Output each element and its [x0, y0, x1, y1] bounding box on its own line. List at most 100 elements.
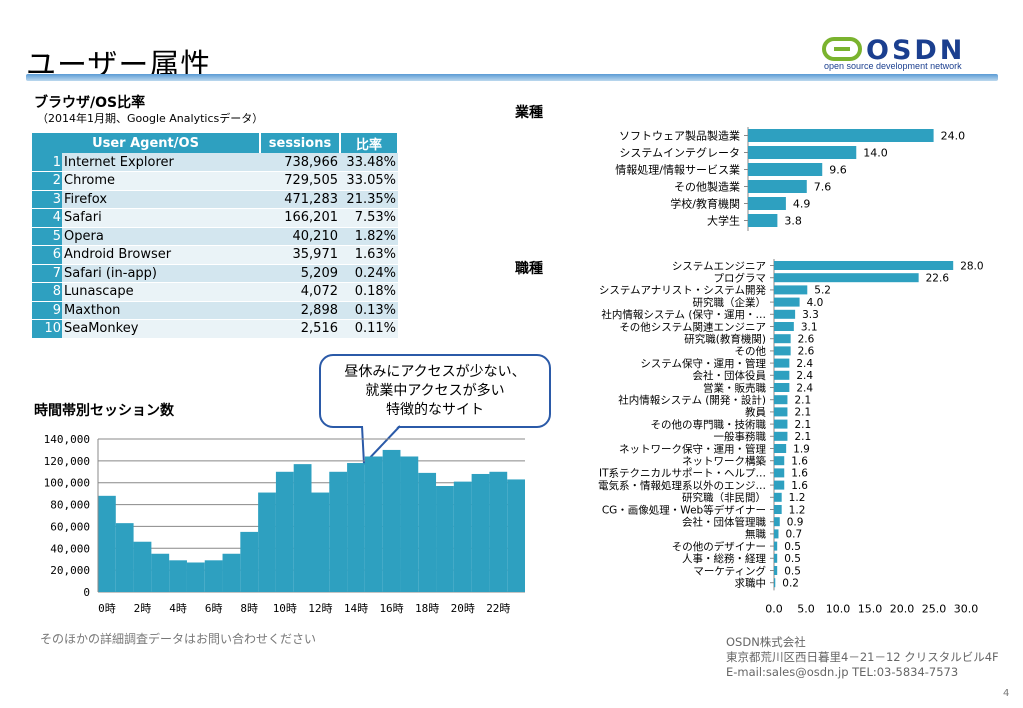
hour-bar	[186, 562, 205, 592]
value-label: 2.1	[794, 431, 811, 443]
browser-section-subtitle: （2014年1月期、Google Analyticsデータ）	[37, 112, 264, 125]
category-label: プログラマ	[714, 271, 767, 284]
category-bar	[774, 456, 785, 466]
row-agent: Maxthon	[62, 301, 260, 320]
table-row: 1 Internet Explorer 738,966 33.48%	[32, 153, 398, 172]
value-label: 2.1	[794, 407, 811, 419]
row-sessions: 2,898	[260, 301, 340, 320]
hour-bar	[400, 456, 419, 592]
table-row: 8 Lunascape 4,072 0.18%	[32, 282, 398, 302]
hourly-chart: 0 20,000 40,000 60,000 80,000 100,000 120,000 1…	[44, 433, 525, 615]
company-address: 東京都荒川区西日暮里4－21－12 クリスタルビル4F	[726, 650, 999, 664]
hour-bar	[311, 492, 330, 592]
hour-bar	[418, 472, 437, 592]
row-ratio: 7.53%	[340, 208, 398, 228]
value-label: 0.2	[782, 577, 799, 589]
category-bar	[774, 383, 790, 392]
y-tick-label: 20,000	[50, 564, 90, 577]
category-bar	[748, 214, 778, 227]
row-rank: 5	[32, 227, 62, 246]
value-label: 7.6	[814, 180, 832, 193]
row-sessions: 35,971	[260, 245, 340, 265]
value-label: 4.9	[793, 197, 811, 210]
row-sessions: 166,201	[260, 208, 340, 228]
x-tick-label: 15.0	[858, 602, 883, 615]
callout-line-2: 就業中アクセスが多い	[365, 383, 505, 399]
hour-bar	[204, 560, 223, 592]
row-rank: 4	[32, 208, 62, 228]
category-bar	[774, 370, 790, 380]
row-ratio: 0.24%	[340, 264, 398, 283]
category-label: システムインテグレータ	[619, 145, 740, 159]
y-tick-label: 0	[83, 586, 90, 599]
category-bar	[748, 197, 786, 210]
category-label: ソフトウェア製品製造業	[619, 128, 740, 142]
value-label: 4.0	[807, 297, 824, 309]
table-row: 7 Safari (in-app) 5,209 0.24%	[32, 264, 398, 283]
y-tick-label: 100,000	[44, 477, 90, 490]
category-label: その他の専門職・技術職	[651, 418, 767, 431]
company-contact: E-mail:sales@osdn.jp TEL:03-5834-7573	[726, 665, 959, 679]
category-label: 求職中	[735, 576, 767, 589]
row-rank: 7	[32, 264, 62, 283]
row-agent: Lunascape	[62, 282, 260, 302]
hour-bar	[329, 471, 348, 592]
row-rank: 2	[32, 171, 62, 191]
x-tick-label: 20時	[451, 602, 475, 615]
category-bar	[774, 297, 800, 307]
row-agent: Firefox	[62, 190, 260, 209]
value-label: 9.6	[829, 163, 847, 176]
category-bar	[774, 358, 790, 368]
category-label: IT系テクニカルサポート・ヘルプ…	[599, 468, 766, 480]
category-label: 営業・販売職	[703, 381, 766, 394]
row-agent: Chrome	[62, 171, 260, 191]
x-tick-label: 18時	[415, 602, 439, 615]
value-label: 0.7	[785, 529, 802, 541]
row-ratio: 0.11%	[340, 319, 398, 339]
company-name: OSDN株式会社	[726, 635, 806, 649]
hour-bar	[453, 481, 472, 592]
x-tick-label: 16時	[379, 602, 403, 615]
x-tick-label: 8時	[240, 602, 258, 615]
callout-box: 昼休みにアクセスが少ない、 就業中アクセスが多い 特徴的なサイト	[319, 354, 551, 428]
browser-table: User Agent/OS sessions 比率 1 Internet Expl…	[32, 133, 399, 339]
hour-bar	[471, 473, 490, 592]
x-tick-label: 2時	[134, 602, 152, 615]
category-bar	[774, 480, 785, 490]
value-label: 0.5	[784, 541, 801, 553]
hour-bar	[115, 523, 134, 592]
category-bar	[774, 346, 791, 356]
logo-tagline: open source development network	[824, 61, 962, 71]
value-label: 3.3	[802, 309, 819, 321]
table-row: 9 Maxthon 2,898 0.13%	[32, 301, 398, 320]
category-bar	[774, 578, 776, 588]
row-agent: Safari	[62, 208, 260, 228]
category-bar	[774, 309, 796, 319]
browser-section-title: ブラウザ/OS比率	[34, 95, 146, 111]
value-label: 1.6	[791, 468, 808, 480]
x-tick-label: 20.0	[890, 602, 915, 615]
x-tick-label: 0時	[98, 602, 116, 615]
y-tick-label: 80,000	[50, 499, 90, 512]
row-rank: 10	[32, 319, 62, 339]
category-bar	[774, 468, 785, 478]
industry-chart-title: 業種	[515, 105, 543, 121]
category-label: CG・画像処理・Web等デザイナー	[602, 503, 766, 516]
hour-bar	[169, 560, 187, 592]
category-label: システム保守・運用・管理	[640, 357, 766, 370]
row-sessions: 40,210	[260, 227, 340, 246]
value-label: 22.6	[926, 272, 950, 284]
category-label: マーケティング	[693, 564, 766, 577]
hour-bar	[258, 492, 276, 592]
category-bar	[774, 517, 780, 527]
category-bar	[774, 553, 778, 563]
value-label: 1.6	[791, 455, 808, 467]
category-label: その他システム関連エンジニア	[619, 320, 766, 333]
category-bar	[774, 407, 788, 417]
row-sessions: 729,505	[260, 171, 340, 191]
table-row: 2 Chrome 729,505 33.05%	[32, 171, 398, 191]
row-rank: 1	[32, 153, 62, 172]
category-label: 無職	[745, 528, 766, 541]
hour-bar	[382, 449, 401, 592]
category-label: ネットワーク保守・運用・管理	[619, 442, 766, 455]
